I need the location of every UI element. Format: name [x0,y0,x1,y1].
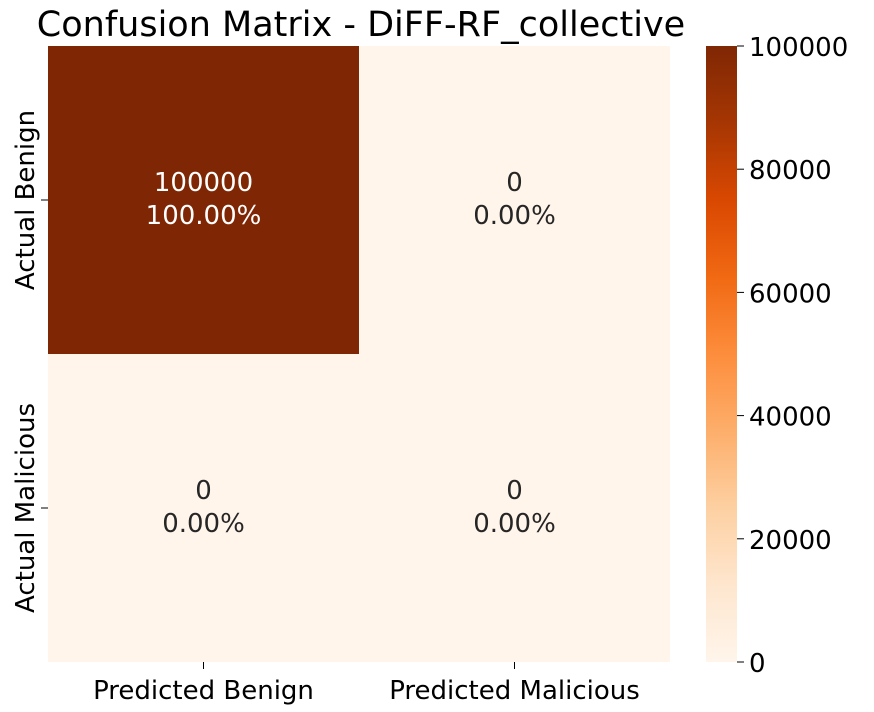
heatmap-cell-r0-c0 [48,46,359,354]
colorbar-tick-label-3: 60000 [749,279,832,309]
cell-count-label-r1-c1: 0 [506,476,523,506]
cell-count-label-r0-c1: 0 [506,168,523,198]
x-axis: Predicted Benign Predicted Malicious [93,662,640,706]
x-tick-label-1: Predicted Malicious [389,676,640,706]
heatmap-cell-r1-c0 [48,354,359,662]
colorbar-tick-label-0: 0 [749,649,766,679]
y-axis: Actual Benign Actual Malicious [11,110,48,613]
colorbar-tick-label-1: 20000 [749,526,832,556]
chart-title: Confusion Matrix - DiFF-RF_collective [37,5,685,45]
colorbar-tick-label-2: 40000 [749,403,832,433]
heatmap-cell-r0-c1 [359,46,670,354]
cell-percent-label-r0-c1: 0.00% [473,201,556,231]
colorbar-tick-label-4: 80000 [749,156,832,186]
y-tick-label-1: Actual Malicious [11,403,41,613]
cell-count-label-r0-c0: 100000 [154,168,253,198]
cell-count-label-r1-c0: 0 [195,476,212,506]
y-tick-label-0: Actual Benign [11,110,41,290]
colorbar-gradient [706,46,737,662]
cell-percent-label-r0-c0: 100.00% [146,201,262,231]
heatmap-cells [48,46,670,662]
heatmap-cell-r1-c1 [359,354,670,662]
x-tick-label-0: Predicted Benign [93,676,314,706]
cell-percent-label-r1-c0: 0.00% [162,509,245,539]
cell-percent-label-r1-c1: 0.00% [473,509,556,539]
colorbar-tick-label-5: 100000 [749,33,848,63]
colorbar: 0 20000 40000 60000 80000 100000 [706,33,848,679]
